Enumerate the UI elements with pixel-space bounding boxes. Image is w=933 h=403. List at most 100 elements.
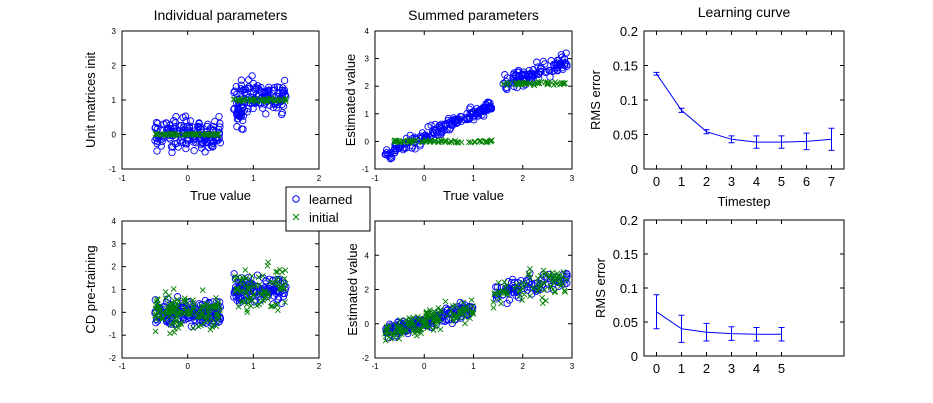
point-learned (453, 119, 461, 127)
point-learned (168, 148, 176, 157)
panel-title: Individual parameters (154, 7, 288, 23)
point-initial (176, 320, 183, 327)
point-initial (403, 327, 410, 333)
point-initial (405, 322, 412, 329)
x-axis-label: True value (443, 188, 504, 203)
point-initial (159, 315, 166, 322)
point-initial (495, 279, 502, 286)
point-initial (271, 97, 278, 104)
point-learned (182, 144, 190, 153)
point-initial (526, 265, 533, 272)
plot-area-1 (151, 72, 290, 157)
point-initial (234, 286, 241, 293)
point-initial (399, 328, 406, 335)
point-learned (432, 127, 440, 135)
point-initial (467, 315, 473, 322)
error-bar (678, 314, 685, 343)
point-learned (510, 69, 518, 77)
x-tick-label: 2 (521, 362, 526, 371)
point-initial (167, 131, 174, 138)
point-learned (195, 300, 203, 308)
point-learned (213, 311, 221, 319)
point-learned (437, 120, 446, 128)
x-tick-label: 1 (678, 174, 685, 189)
point-initial (504, 292, 511, 298)
point-initial (406, 139, 413, 146)
point-initial (496, 295, 503, 302)
point-initial (211, 304, 217, 311)
point-initial (424, 313, 431, 320)
point-learned (209, 122, 217, 131)
point-initial (471, 138, 478, 145)
legend-marker-learned (292, 195, 300, 203)
point-initial (197, 307, 204, 314)
error-bar (728, 326, 735, 341)
point-learned (515, 68, 523, 76)
point-initial (279, 97, 286, 104)
point-initial (195, 323, 202, 330)
y-tick-label: 0 (631, 162, 638, 177)
point-initial (240, 96, 247, 103)
point-learned (182, 116, 190, 125)
series-line (656, 73, 832, 143)
point-learned (151, 123, 160, 132)
point-initial (246, 285, 252, 292)
point-learned (534, 70, 542, 78)
point-initial (497, 289, 504, 296)
point-initial (427, 138, 434, 145)
point-initial (263, 98, 270, 105)
point-learned (181, 112, 190, 120)
point-initial (416, 326, 423, 333)
y-tick-label: 3 (112, 240, 117, 249)
y-tick-label: 4 (365, 251, 370, 260)
point-learned (215, 112, 223, 121)
point-initial (282, 299, 288, 306)
point-learned (530, 70, 539, 78)
point-learned (162, 318, 171, 326)
point-initial (423, 322, 430, 329)
error-bar (778, 135, 785, 149)
x-tick-label: 2 (521, 174, 526, 183)
point-initial (273, 276, 280, 283)
point-learned (450, 118, 459, 126)
panel-2: -1 0 1 2 3 -1 0 1 2 3 4 Summed parameters True value… (343, 7, 575, 203)
point-initial (169, 131, 176, 138)
point-learned (190, 147, 198, 155)
point-initial (516, 80, 523, 87)
point-initial (531, 284, 537, 291)
point-initial (552, 288, 558, 295)
point-learned (508, 275, 517, 284)
point-initial (174, 132, 181, 139)
point-learned (248, 72, 256, 80)
point-initial (200, 320, 207, 327)
point-learned (269, 285, 277, 294)
point-initial (235, 303, 242, 310)
point-initial (562, 288, 569, 295)
point-initial (426, 323, 433, 330)
point-initial (498, 300, 504, 307)
point-initial (278, 284, 285, 291)
point-initial (382, 328, 389, 335)
point-initial (163, 309, 170, 316)
point-initial (168, 322, 174, 328)
point-initial (153, 298, 160, 305)
point-initial (526, 271, 533, 278)
point-learned (189, 123, 197, 131)
point-learned (185, 122, 193, 130)
point-initial (195, 313, 202, 320)
point-initial (243, 289, 250, 295)
point-learned (281, 285, 289, 294)
series-initial (152, 259, 289, 337)
point-learned (533, 58, 541, 66)
point-initial (491, 289, 498, 296)
point-initial (279, 269, 286, 276)
error-bar (653, 294, 660, 330)
point-initial (247, 96, 254, 103)
point-initial (450, 313, 457, 320)
point-learned (153, 147, 161, 155)
point-initial (436, 138, 443, 145)
point-initial (241, 95, 248, 102)
error-bar (778, 326, 785, 342)
point-learned (185, 299, 193, 307)
